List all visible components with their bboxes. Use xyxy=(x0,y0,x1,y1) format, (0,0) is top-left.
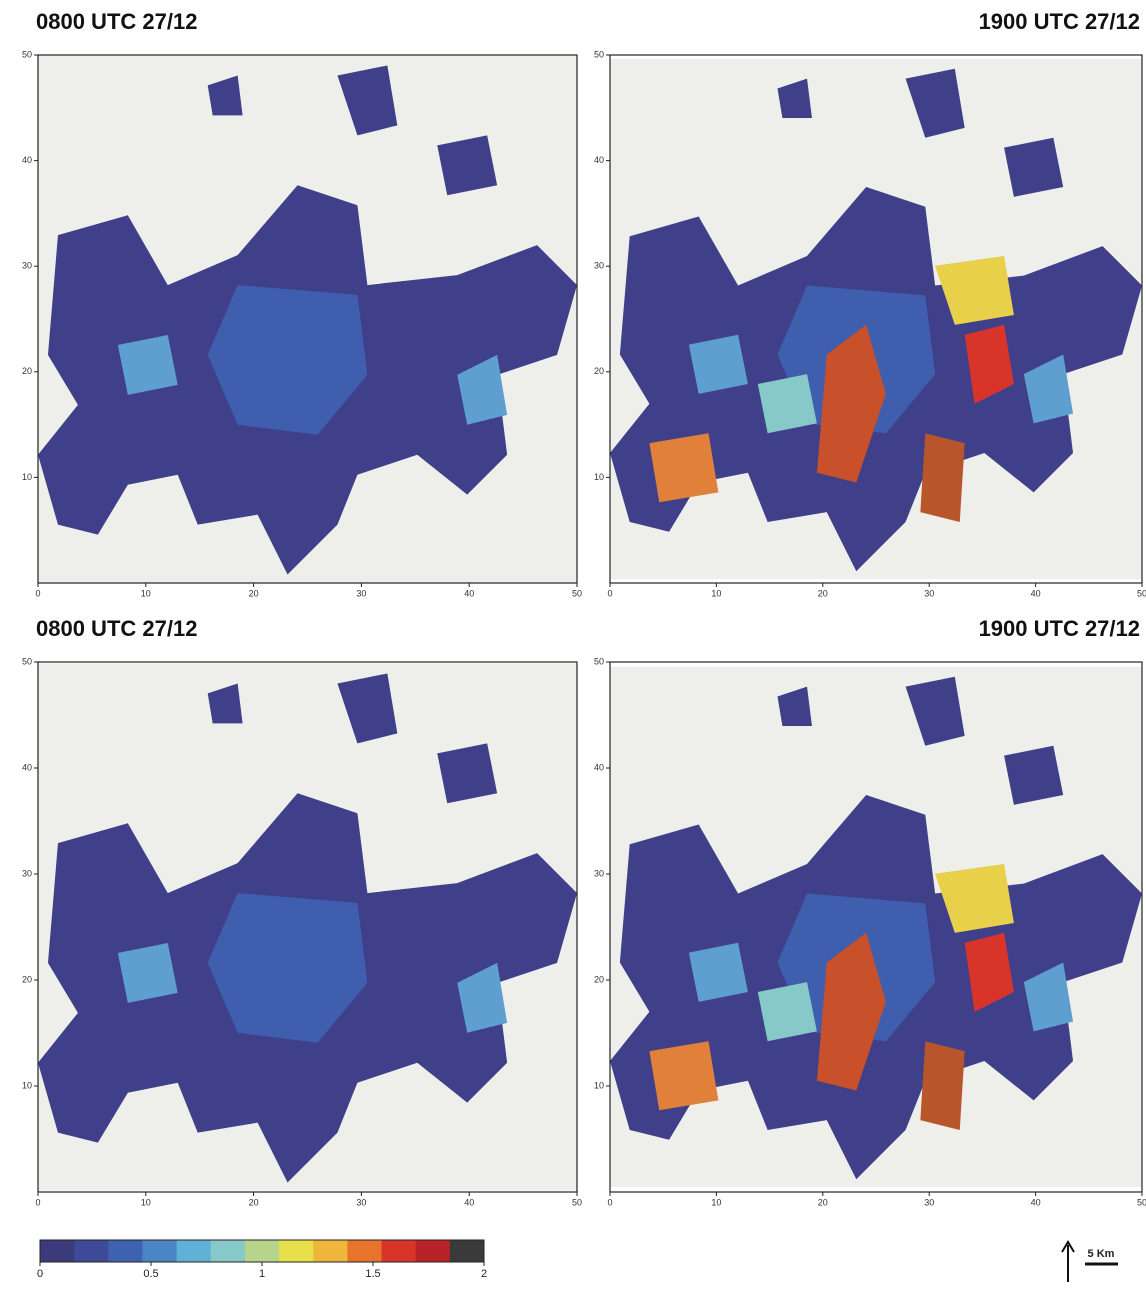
x-tick-label: 40 xyxy=(464,588,474,598)
y-tick-label: 50 xyxy=(22,656,32,666)
colorbar-swatch xyxy=(40,1240,75,1262)
colorbar-swatch xyxy=(211,1240,246,1262)
colorbar-swatch xyxy=(279,1240,314,1262)
y-tick-label: 40 xyxy=(22,155,32,165)
x-tick-label: 20 xyxy=(249,588,259,598)
colorbar-swatch xyxy=(382,1240,417,1262)
colorbar-swatch xyxy=(416,1240,451,1262)
x-tick-label: 20 xyxy=(249,1197,259,1207)
colorbar-swatch xyxy=(450,1240,485,1262)
x-tick-label: 20 xyxy=(818,588,828,598)
colorbar-swatch xyxy=(142,1240,177,1262)
colorbar-tick-label: 0.5 xyxy=(143,1268,158,1280)
x-tick-label: 10 xyxy=(711,588,721,598)
heatmap xyxy=(610,59,1142,579)
x-tick-label: 40 xyxy=(1031,1197,1041,1207)
north-arrow xyxy=(1062,1242,1074,1282)
colorbar-tick-label: 1 xyxy=(259,1268,265,1280)
colorbar-tick-label: 2 xyxy=(481,1268,487,1280)
x-tick-label: 0 xyxy=(35,588,40,598)
y-tick-label: 40 xyxy=(594,155,604,165)
y-tick-label: 20 xyxy=(22,974,32,984)
x-tick-label: 10 xyxy=(141,1197,151,1207)
y-tick-label: 30 xyxy=(594,868,604,878)
x-tick-label: 0 xyxy=(607,588,612,598)
panel-title: 0800 UTC 27/12 xyxy=(36,616,197,641)
y-tick-label: 40 xyxy=(22,762,32,772)
y-tick-label: 40 xyxy=(594,762,604,772)
panel-title: 0800 UTC 27/12 xyxy=(36,9,197,34)
x-tick-label: 30 xyxy=(924,1197,934,1207)
colorbar-tick-label: 0 xyxy=(37,1268,43,1280)
x-tick-label: 40 xyxy=(464,1197,474,1207)
y-tick-label: 20 xyxy=(594,366,604,376)
x-tick-label: 30 xyxy=(356,1197,366,1207)
y-tick-label: 30 xyxy=(22,868,32,878)
x-tick-label: 0 xyxy=(607,1197,612,1207)
x-tick-label: 50 xyxy=(572,588,582,598)
y-tick-label: 20 xyxy=(594,974,604,984)
x-tick-label: 50 xyxy=(572,1197,582,1207)
y-tick-label: 50 xyxy=(594,656,604,666)
panel-title: 1900 UTC 27/12 xyxy=(979,9,1140,34)
x-tick-label: 10 xyxy=(141,588,151,598)
colorbar-swatch xyxy=(313,1240,348,1262)
heatmap xyxy=(38,55,577,582)
x-tick-label: 50 xyxy=(1137,1197,1146,1207)
y-tick-label: 50 xyxy=(594,49,604,59)
y-tick-label: 10 xyxy=(594,472,604,482)
y-tick-label: 10 xyxy=(22,472,32,482)
colorbar-tick-label: 1.5 xyxy=(365,1268,380,1280)
colorbar-swatch xyxy=(347,1240,382,1262)
x-tick-label: 20 xyxy=(818,1197,828,1207)
y-tick-label: 20 xyxy=(22,366,32,376)
colorbar-swatch xyxy=(108,1240,143,1262)
figure: 0800 UTC 27/120102030405010203040501900 … xyxy=(0,0,1146,1285)
y-tick-label: 30 xyxy=(22,261,32,271)
y-tick-label: 10 xyxy=(22,1080,32,1090)
colorbar-swatch xyxy=(177,1240,212,1262)
colorbar-swatch xyxy=(245,1240,280,1262)
panel-title: 1900 UTC 27/12 xyxy=(979,616,1140,641)
x-tick-label: 40 xyxy=(1031,588,1041,598)
heatmap xyxy=(610,667,1142,1187)
x-tick-label: 50 xyxy=(1137,588,1146,598)
scale-label: 5 Km xyxy=(1088,1248,1115,1260)
y-tick-label: 30 xyxy=(594,261,604,271)
x-tick-label: 0 xyxy=(35,1197,40,1207)
colorbar-swatch xyxy=(74,1240,109,1262)
x-tick-label: 30 xyxy=(356,588,366,598)
heatmap xyxy=(38,663,577,1190)
y-tick-label: 10 xyxy=(594,1080,604,1090)
x-tick-label: 10 xyxy=(711,1197,721,1207)
x-tick-label: 30 xyxy=(924,588,934,598)
y-tick-label: 50 xyxy=(22,49,32,59)
